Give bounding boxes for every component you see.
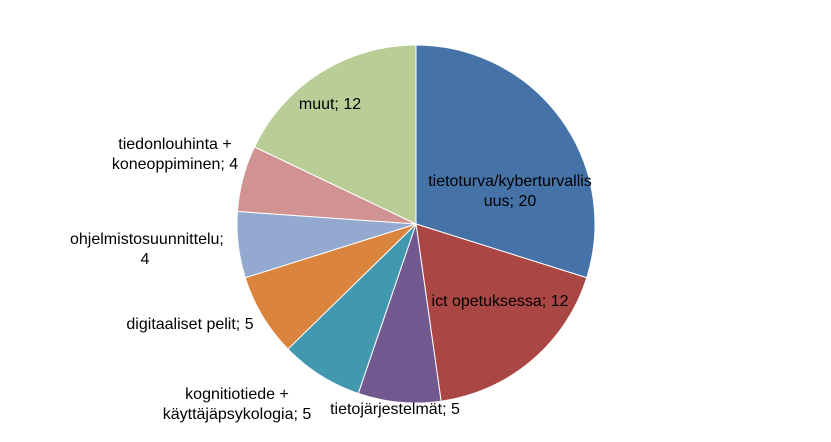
slice-label: ict opetuksessa; 12 <box>431 293 569 310</box>
slice-label: tietoturva/kyberturvallisuus; 20 <box>428 173 592 210</box>
slice-label: kognitiotiede + käyttäjäpsykologia; 5 <box>162 386 312 423</box>
pie-slice <box>415 44 596 279</box>
pie-slice <box>415 223 588 402</box>
slice-label: ohjelmistosuunnittelu; 4 <box>70 231 224 268</box>
slice-label: digitaaliset pelit; 5 <box>126 316 254 333</box>
slice-label: muut; 12 <box>298 96 362 113</box>
pie-slice <box>253 44 417 225</box>
slice-label: tietojärjestelmät; 5 <box>330 401 460 418</box>
slice-label: tiedonlouhinta + koneoppiminen; 4 <box>111 136 239 173</box>
